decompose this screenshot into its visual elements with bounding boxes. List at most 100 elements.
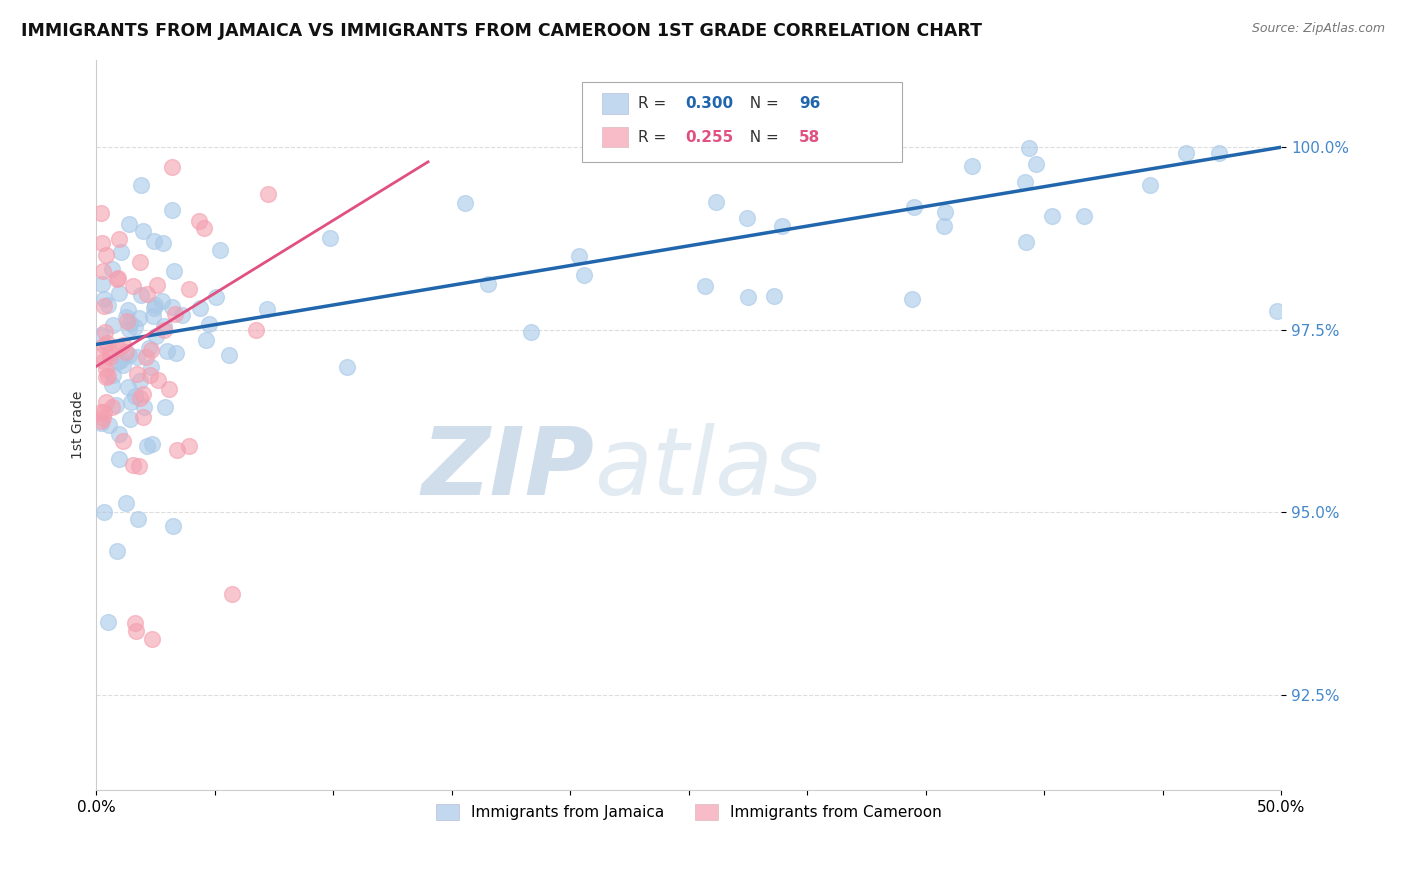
- Text: 58: 58: [799, 129, 820, 145]
- Point: [1073, 209, 1095, 223]
- Point: [115, 310, 138, 325]
- Point: [108, 427, 131, 442]
- Point: [336, 359, 359, 374]
- Bar: [602, 93, 628, 113]
- Point: [115, 345, 138, 359]
- Point: [163, 307, 186, 321]
- Point: [693, 279, 716, 293]
- Point: [90, 348, 112, 362]
- Point: [128, 458, 150, 473]
- Point: [100, 262, 122, 277]
- Point: [735, 211, 758, 226]
- Point: [105, 398, 128, 412]
- Point: [145, 329, 167, 343]
- Point: [118, 316, 141, 330]
- Point: [177, 282, 200, 296]
- Point: [105, 272, 128, 286]
- Point: [135, 287, 157, 301]
- Point: [107, 452, 129, 467]
- Point: [153, 318, 176, 333]
- Point: [139, 368, 162, 382]
- Point: [94, 395, 117, 409]
- Legend: Immigrants from Jamaica, Immigrants from Cameroon: Immigrants from Jamaica, Immigrants from…: [430, 797, 948, 826]
- Point: [120, 395, 142, 409]
- Point: [91, 236, 114, 251]
- Point: [125, 350, 148, 364]
- Point: [160, 202, 183, 217]
- Text: N =: N =: [740, 96, 783, 111]
- Point: [138, 341, 160, 355]
- Point: [477, 277, 499, 291]
- Text: IMMIGRANTS FROM JAMAICA VS IMMIGRANTS FROM CAMEROON 1ST GRADE CORRELATION CHART: IMMIGRANTS FROM JAMAICA VS IMMIGRANTS FR…: [21, 22, 981, 40]
- Point: [256, 301, 278, 316]
- Point: [98, 346, 121, 360]
- Point: [1014, 175, 1036, 189]
- Point: [572, 268, 595, 282]
- Point: [157, 383, 180, 397]
- Text: R =: R =: [638, 96, 671, 111]
- Point: [135, 439, 157, 453]
- Point: [163, 264, 186, 278]
- Point: [90, 206, 112, 220]
- Point: [124, 389, 146, 403]
- Point: [142, 310, 165, 324]
- Point: [98, 350, 121, 364]
- Y-axis label: 1st Grade: 1st Grade: [72, 391, 86, 459]
- Point: [96, 336, 118, 351]
- Point: [1175, 146, 1198, 161]
- Point: [117, 380, 139, 394]
- Point: [770, 219, 793, 233]
- Point: [101, 318, 124, 332]
- Point: [177, 438, 200, 452]
- Point: [162, 519, 184, 533]
- Point: [107, 270, 129, 285]
- Point: [108, 286, 131, 301]
- Point: [1265, 303, 1288, 318]
- Point: [124, 615, 146, 630]
- Point: [118, 218, 141, 232]
- Point: [166, 443, 188, 458]
- Point: [704, 195, 727, 210]
- Point: [143, 301, 166, 315]
- Point: [146, 277, 169, 292]
- Point: [141, 632, 163, 647]
- Point: [124, 320, 146, 334]
- Point: [93, 405, 115, 419]
- Text: N =: N =: [740, 129, 783, 145]
- Point: [162, 300, 184, 314]
- Point: [107, 341, 129, 355]
- Point: [128, 310, 150, 325]
- Point: [100, 377, 122, 392]
- Point: [150, 293, 173, 308]
- Point: [98, 417, 121, 432]
- Point: [108, 232, 131, 246]
- Point: [141, 437, 163, 451]
- Point: [97, 615, 120, 629]
- Point: [520, 325, 543, 339]
- Point: [128, 375, 150, 389]
- Text: Source: ZipAtlas.com: Source: ZipAtlas.com: [1251, 22, 1385, 36]
- Point: [129, 391, 152, 405]
- Point: [170, 309, 193, 323]
- Point: [90, 405, 112, 419]
- Text: R =: R =: [638, 129, 671, 145]
- Point: [117, 314, 139, 328]
- Point: [1014, 235, 1036, 250]
- Point: [110, 244, 132, 259]
- Point: [256, 187, 278, 202]
- FancyBboxPatch shape: [582, 81, 903, 161]
- Point: [129, 288, 152, 302]
- Point: [160, 161, 183, 175]
- Text: 96: 96: [799, 96, 820, 111]
- Text: 0.255: 0.255: [685, 129, 734, 145]
- Bar: [602, 127, 628, 147]
- Point: [122, 278, 145, 293]
- Point: [103, 368, 125, 382]
- Point: [903, 200, 925, 214]
- Point: [132, 224, 155, 238]
- Point: [1018, 141, 1040, 155]
- Point: [127, 512, 149, 526]
- Point: [188, 301, 211, 316]
- Point: [125, 367, 148, 381]
- Point: [145, 298, 167, 312]
